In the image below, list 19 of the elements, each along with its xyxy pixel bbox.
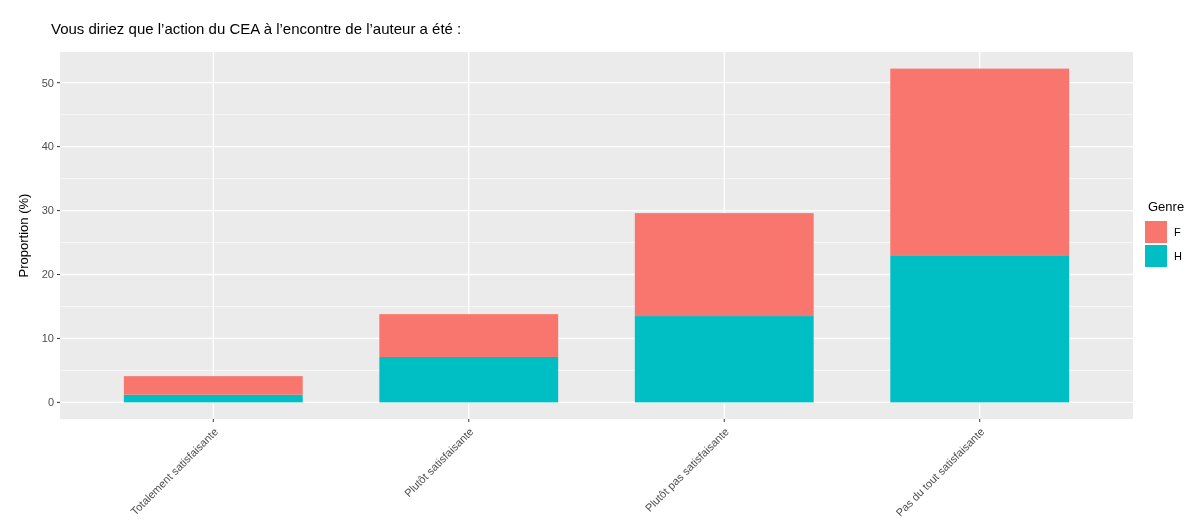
legend-title: Genre — [1148, 199, 1185, 214]
bar — [890, 255, 1070, 403]
bar — [123, 376, 303, 395]
y-tick-label: 30 — [41, 204, 54, 217]
chart-title: Vous diriez que l’action du CEA à l’encontre de l’auteur a été : — [51, 20, 462, 37]
bar — [379, 356, 559, 403]
bar — [123, 394, 303, 403]
legend-label: H — [1174, 249, 1182, 262]
bar — [634, 316, 814, 403]
bar — [634, 213, 814, 317]
y-tick-label: 40 — [41, 140, 54, 153]
bar — [890, 68, 1070, 256]
y-tick-label: 50 — [41, 76, 54, 89]
bar — [379, 314, 559, 357]
y-axis-title: Proportion (%) — [16, 193, 31, 278]
y-tick-label: 20 — [41, 268, 54, 281]
legend-label: F — [1174, 225, 1181, 238]
y-tick-label: 10 — [41, 332, 54, 345]
y-tick-label: 0 — [47, 396, 54, 409]
